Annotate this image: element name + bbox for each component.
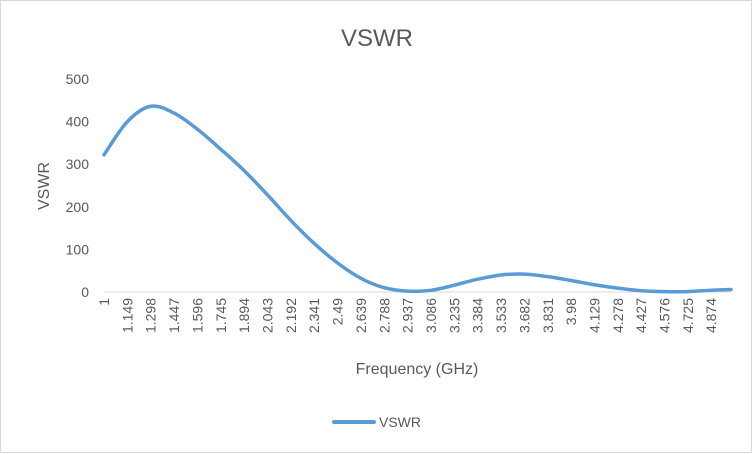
x-tick-label: 1.447 [166,298,182,333]
x-axis-title: Frequency (GHz) [356,361,479,378]
x-tick-label: 1.149 [119,298,135,333]
x-tick-label: 1.596 [189,298,205,333]
x-tick-label: 4.427 [633,298,649,333]
x-tick-label: 2.341 [306,298,322,333]
x-axis-ticks: 1 1.149 1.298 1.447 1.596 1.745 1.894 2.043 2.19… [96,298,719,333]
series-group [102,104,733,294]
y-tick-label: 100 [66,241,90,257]
x-tick-label: 2.043 [259,298,275,333]
x-tick-label: 4.278 [610,298,626,333]
y-axis-ticks: 0 100 200 300 400 500 [66,71,90,300]
x-tick-label: 3.086 [423,298,439,333]
y-tick-label: 400 [66,114,90,130]
x-tick-label: 3.533 [493,298,509,333]
legend: VSWR [332,414,421,430]
x-tick-label: 1 [96,298,112,306]
x-tick-label: 4.725 [680,298,696,333]
x-tick-label: 2.192 [283,298,299,333]
chart-title: VSWR [341,25,413,52]
y-axis-title: VSWR [36,162,53,210]
y-tick-label: 0 [81,284,89,300]
series-line-vswr [102,104,733,294]
y-tick-label: 500 [66,71,90,87]
x-tick-label: 1.745 [213,298,229,333]
x-tick-label: 2.788 [376,298,392,333]
x-tick-label: 3.384 [470,298,486,333]
legend-label-vswr: VSWR [379,414,421,430]
x-tick-label: 3.235 [446,298,462,333]
x-tick-label: 3.98 [563,298,579,325]
x-tick-label: 4.129 [586,298,602,333]
y-tick-label: 200 [66,199,90,215]
x-tick-label: 3.831 [540,298,556,333]
x-tick-label: 4.874 [703,298,719,333]
x-tick-label: 2.639 [353,298,369,333]
x-tick-label: 1.298 [143,298,159,333]
x-tick-label: 2.937 [400,298,416,333]
x-tick-label: 4.576 [657,298,673,333]
y-tick-label: 300 [66,156,90,172]
x-tick-label: 2.49 [330,298,346,325]
x-tick-label: 1.894 [236,298,252,333]
x-tick-label: 3.682 [516,298,532,333]
